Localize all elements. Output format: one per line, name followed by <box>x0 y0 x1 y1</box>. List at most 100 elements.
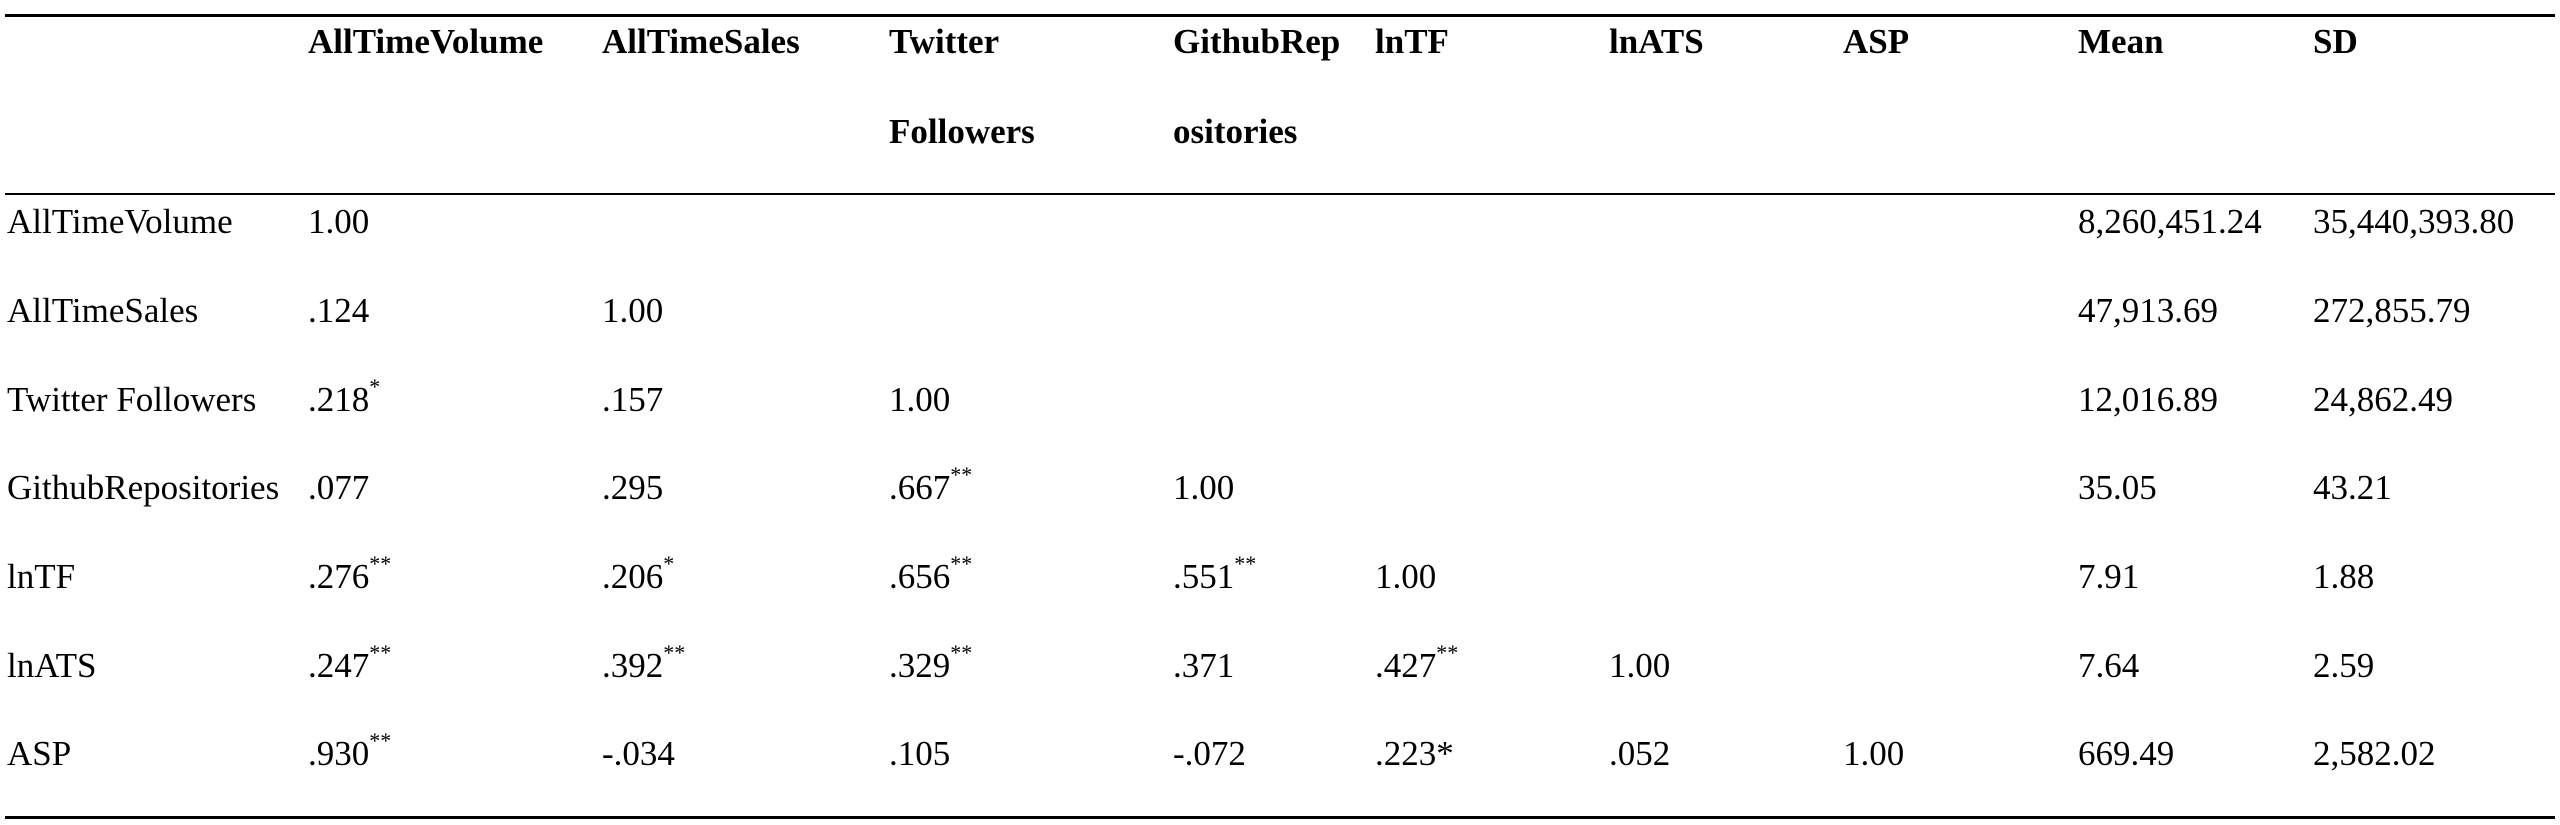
table-cell: .247** <box>308 642 391 686</box>
table-cell: .930** <box>308 730 391 774</box>
significance-marker: ** <box>950 640 973 666</box>
cell-value: 1.00 <box>1173 468 1235 507</box>
table-cell: 35,440,393.80 <box>2313 202 2514 242</box>
cell-value: 12,016.89 <box>2078 380 2218 419</box>
cell-value: 7.64 <box>2078 646 2140 685</box>
cell-value: .276 <box>308 557 370 596</box>
cell-value: .551 <box>1173 557 1235 596</box>
cell-value: 272,855.79 <box>2313 291 2471 330</box>
cell-value: 1.00 <box>602 291 664 330</box>
cell-value: 35,440,393.80 <box>2313 202 2515 241</box>
significance-marker: ** <box>950 462 973 488</box>
table-cell: 8,260,451.24 <box>2078 202 2262 242</box>
row-label: lnATS <box>7 646 97 685</box>
table-cell: 2,582.02 <box>2313 734 2436 774</box>
cell-value: .218 <box>308 380 370 419</box>
cell-value: .247 <box>308 646 370 685</box>
table-cell: 1.00 <box>889 380 950 420</box>
table-cell: 7.64 <box>2078 646 2139 686</box>
table-bottom-rule <box>5 816 2555 819</box>
table-cell: .223* <box>1375 734 1454 774</box>
cell-value: .206 <box>602 557 664 596</box>
table-cell: 1.00 <box>1609 646 1670 686</box>
table-cell: 1.00 <box>1843 734 1904 774</box>
table-cell: .427** <box>1375 642 1458 686</box>
significance-marker: * <box>369 374 381 400</box>
cell-value: 2.59 <box>2313 646 2375 685</box>
table-top-rule <box>5 14 2555 17</box>
cell-value: .656 <box>889 557 951 596</box>
table-cell: .295 <box>602 468 663 508</box>
cell-value: .052 <box>1609 734 1671 773</box>
column-header: Mean <box>2078 22 2164 61</box>
cell-value: 35.05 <box>2078 468 2157 507</box>
cell-value: .157 <box>602 380 664 419</box>
cell-value: 8,260,451.24 <box>2078 202 2262 241</box>
cell-value: .427 <box>1375 646 1437 685</box>
cell-value: -.072 <box>1173 734 1246 773</box>
table-cell: 1.88 <box>2313 557 2374 597</box>
cell-value: .077 <box>308 468 370 507</box>
table-cell: 12,016.89 <box>2078 380 2218 420</box>
row-label: GithubRepositories <box>7 468 280 507</box>
table-cell: .656** <box>889 553 972 597</box>
column-header: Twitter <box>889 22 1000 61</box>
table-cell: .105 <box>889 734 950 774</box>
table-header-rule <box>5 193 2555 195</box>
table-cell: .371 <box>1173 646 1234 686</box>
cell-value: .329 <box>889 646 951 685</box>
cell-value: 2,582.02 <box>2313 734 2436 773</box>
column-header: AllTimeVolume <box>308 22 544 61</box>
row-label: AllTimeSales <box>7 291 199 330</box>
significance-marker: ** <box>369 640 392 666</box>
table-cell: .276** <box>308 553 391 597</box>
significance-marker: ** <box>663 640 686 666</box>
column-header: AllTimeSales <box>602 22 800 61</box>
cell-value: 1.00 <box>1843 734 1905 773</box>
table-cell: 2.59 <box>2313 646 2374 686</box>
significance-marker: ** <box>1234 551 1257 577</box>
table-cell: .052 <box>1609 734 1670 774</box>
table-cell: .206* <box>602 553 674 597</box>
table-cell: 43.21 <box>2313 468 2392 508</box>
cell-value: .105 <box>889 734 951 773</box>
cell-value: 1.00 <box>1609 646 1671 685</box>
cell-value: 1.88 <box>2313 557 2375 596</box>
significance-marker: * <box>663 551 675 577</box>
row-label: lnTF <box>7 557 76 596</box>
table-cell: 1.00 <box>1375 557 1436 597</box>
cell-value: 7.91 <box>2078 557 2140 596</box>
table-cell: .124 <box>308 291 369 331</box>
column-header: GithubRep <box>1173 22 1341 61</box>
table-cell: .667** <box>889 464 972 508</box>
cell-value: .295 <box>602 468 664 507</box>
row-label: ASP <box>7 734 72 773</box>
cell-value: .667 <box>889 468 951 507</box>
column-header-continued: Followers <box>889 112 1035 151</box>
cell-value: 47,913.69 <box>2078 291 2218 330</box>
table-cell: 1.00 <box>602 291 663 331</box>
table-cell: .392** <box>602 642 685 686</box>
table-cell: 24,862.49 <box>2313 380 2453 420</box>
cell-value: .930 <box>308 734 370 773</box>
significance-marker: ** <box>369 551 392 577</box>
significance-marker: ** <box>1436 640 1459 666</box>
significance-marker: ** <box>369 728 392 754</box>
row-label: Twitter Followers <box>7 380 257 419</box>
column-header: ASP <box>1843 22 1910 61</box>
table-cell: .077 <box>308 468 369 508</box>
column-header-continued: ositories <box>1173 112 1298 151</box>
column-header: lnTF <box>1375 22 1449 61</box>
cell-value: 1.00 <box>1375 557 1437 596</box>
column-header: SD <box>2313 22 2358 61</box>
table-cell: 47,913.69 <box>2078 291 2218 331</box>
table-cell: -.034 <box>602 734 675 774</box>
row-label: AllTimeVolume <box>7 202 233 241</box>
cell-value: 43.21 <box>2313 468 2392 507</box>
table-cell: -.072 <box>1173 734 1246 774</box>
table-cell: 272,855.79 <box>2313 291 2471 331</box>
cell-value: 1.00 <box>308 202 370 241</box>
table-cell: 669.49 <box>2078 734 2174 774</box>
table-cell: 1.00 <box>308 202 369 242</box>
cell-value: .124 <box>308 291 370 330</box>
